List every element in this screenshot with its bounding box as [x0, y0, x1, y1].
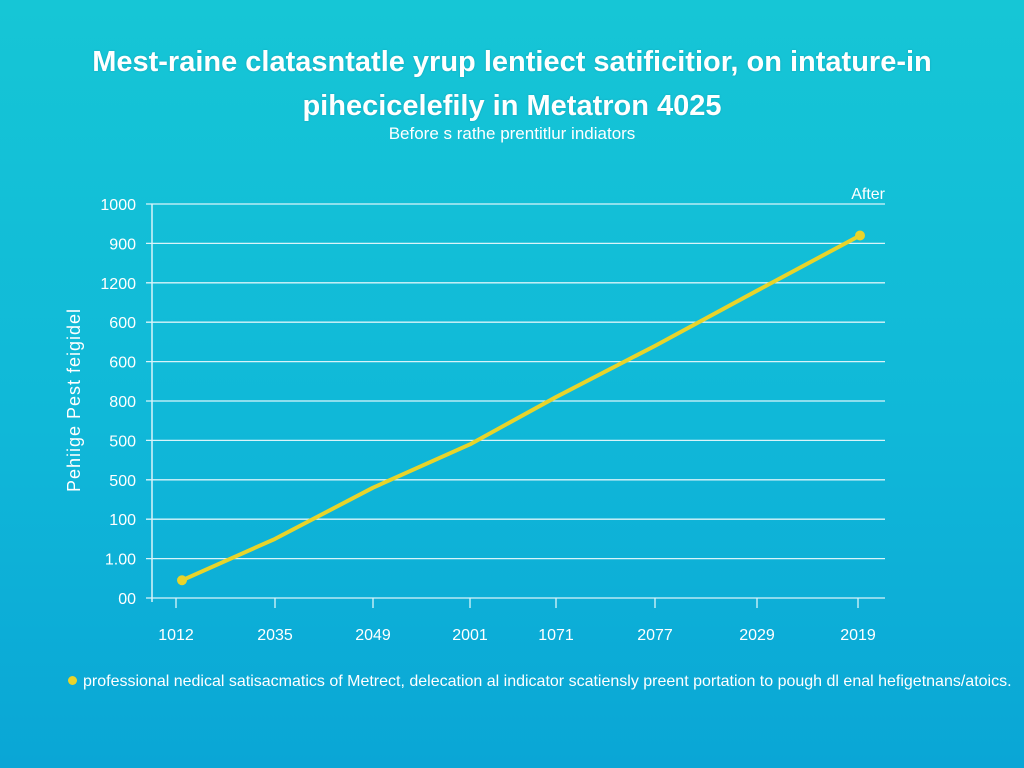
chart-title: Mest-raine clatasntatle yrup lentiect sa… — [92, 46, 932, 122]
legend-text: professional nedical satisacmatics of Me… — [83, 673, 1012, 690]
x-tick-label: 2077 — [637, 627, 673, 644]
legend: professional nedical satisacmatics of Me… — [68, 670, 1012, 694]
legend-marker — [68, 676, 77, 685]
x-tick-label: 1012 — [158, 627, 194, 644]
y-axis-label: Pehiige Pest feigidel — [64, 308, 84, 492]
data-point — [177, 575, 187, 586]
y-tick-label: 500 — [109, 473, 136, 490]
x-tick-label: 2035 — [257, 627, 293, 644]
series-label: After — [851, 186, 885, 203]
x-tick-label: 2001 — [452, 627, 488, 644]
y-tick-label: 600 — [109, 355, 136, 372]
series-line — [180, 233, 862, 583]
y-tick-label: 1000 — [100, 197, 136, 214]
x-tick-label: 2019 — [840, 627, 876, 644]
y-tick-label: 500 — [109, 433, 136, 450]
x-tick-label: 1071 — [538, 627, 574, 644]
chart-subtitle: Before s rathe prentitlur indiators — [388, 124, 636, 143]
x-tick-label: 2049 — [355, 627, 391, 644]
y-tick-label: 1.00 — [105, 552, 136, 569]
data-point — [855, 230, 865, 241]
x-tick-label: 2029 — [739, 627, 775, 644]
y-tick-label: 900 — [109, 236, 136, 253]
y-tick-label: 600 — [109, 315, 136, 332]
y-tick-label: 1200 — [100, 276, 136, 293]
y-tick-label: 800 — [109, 394, 136, 411]
y-tick-label: 100 — [109, 512, 136, 529]
y-tick-label: 00 — [118, 591, 136, 608]
